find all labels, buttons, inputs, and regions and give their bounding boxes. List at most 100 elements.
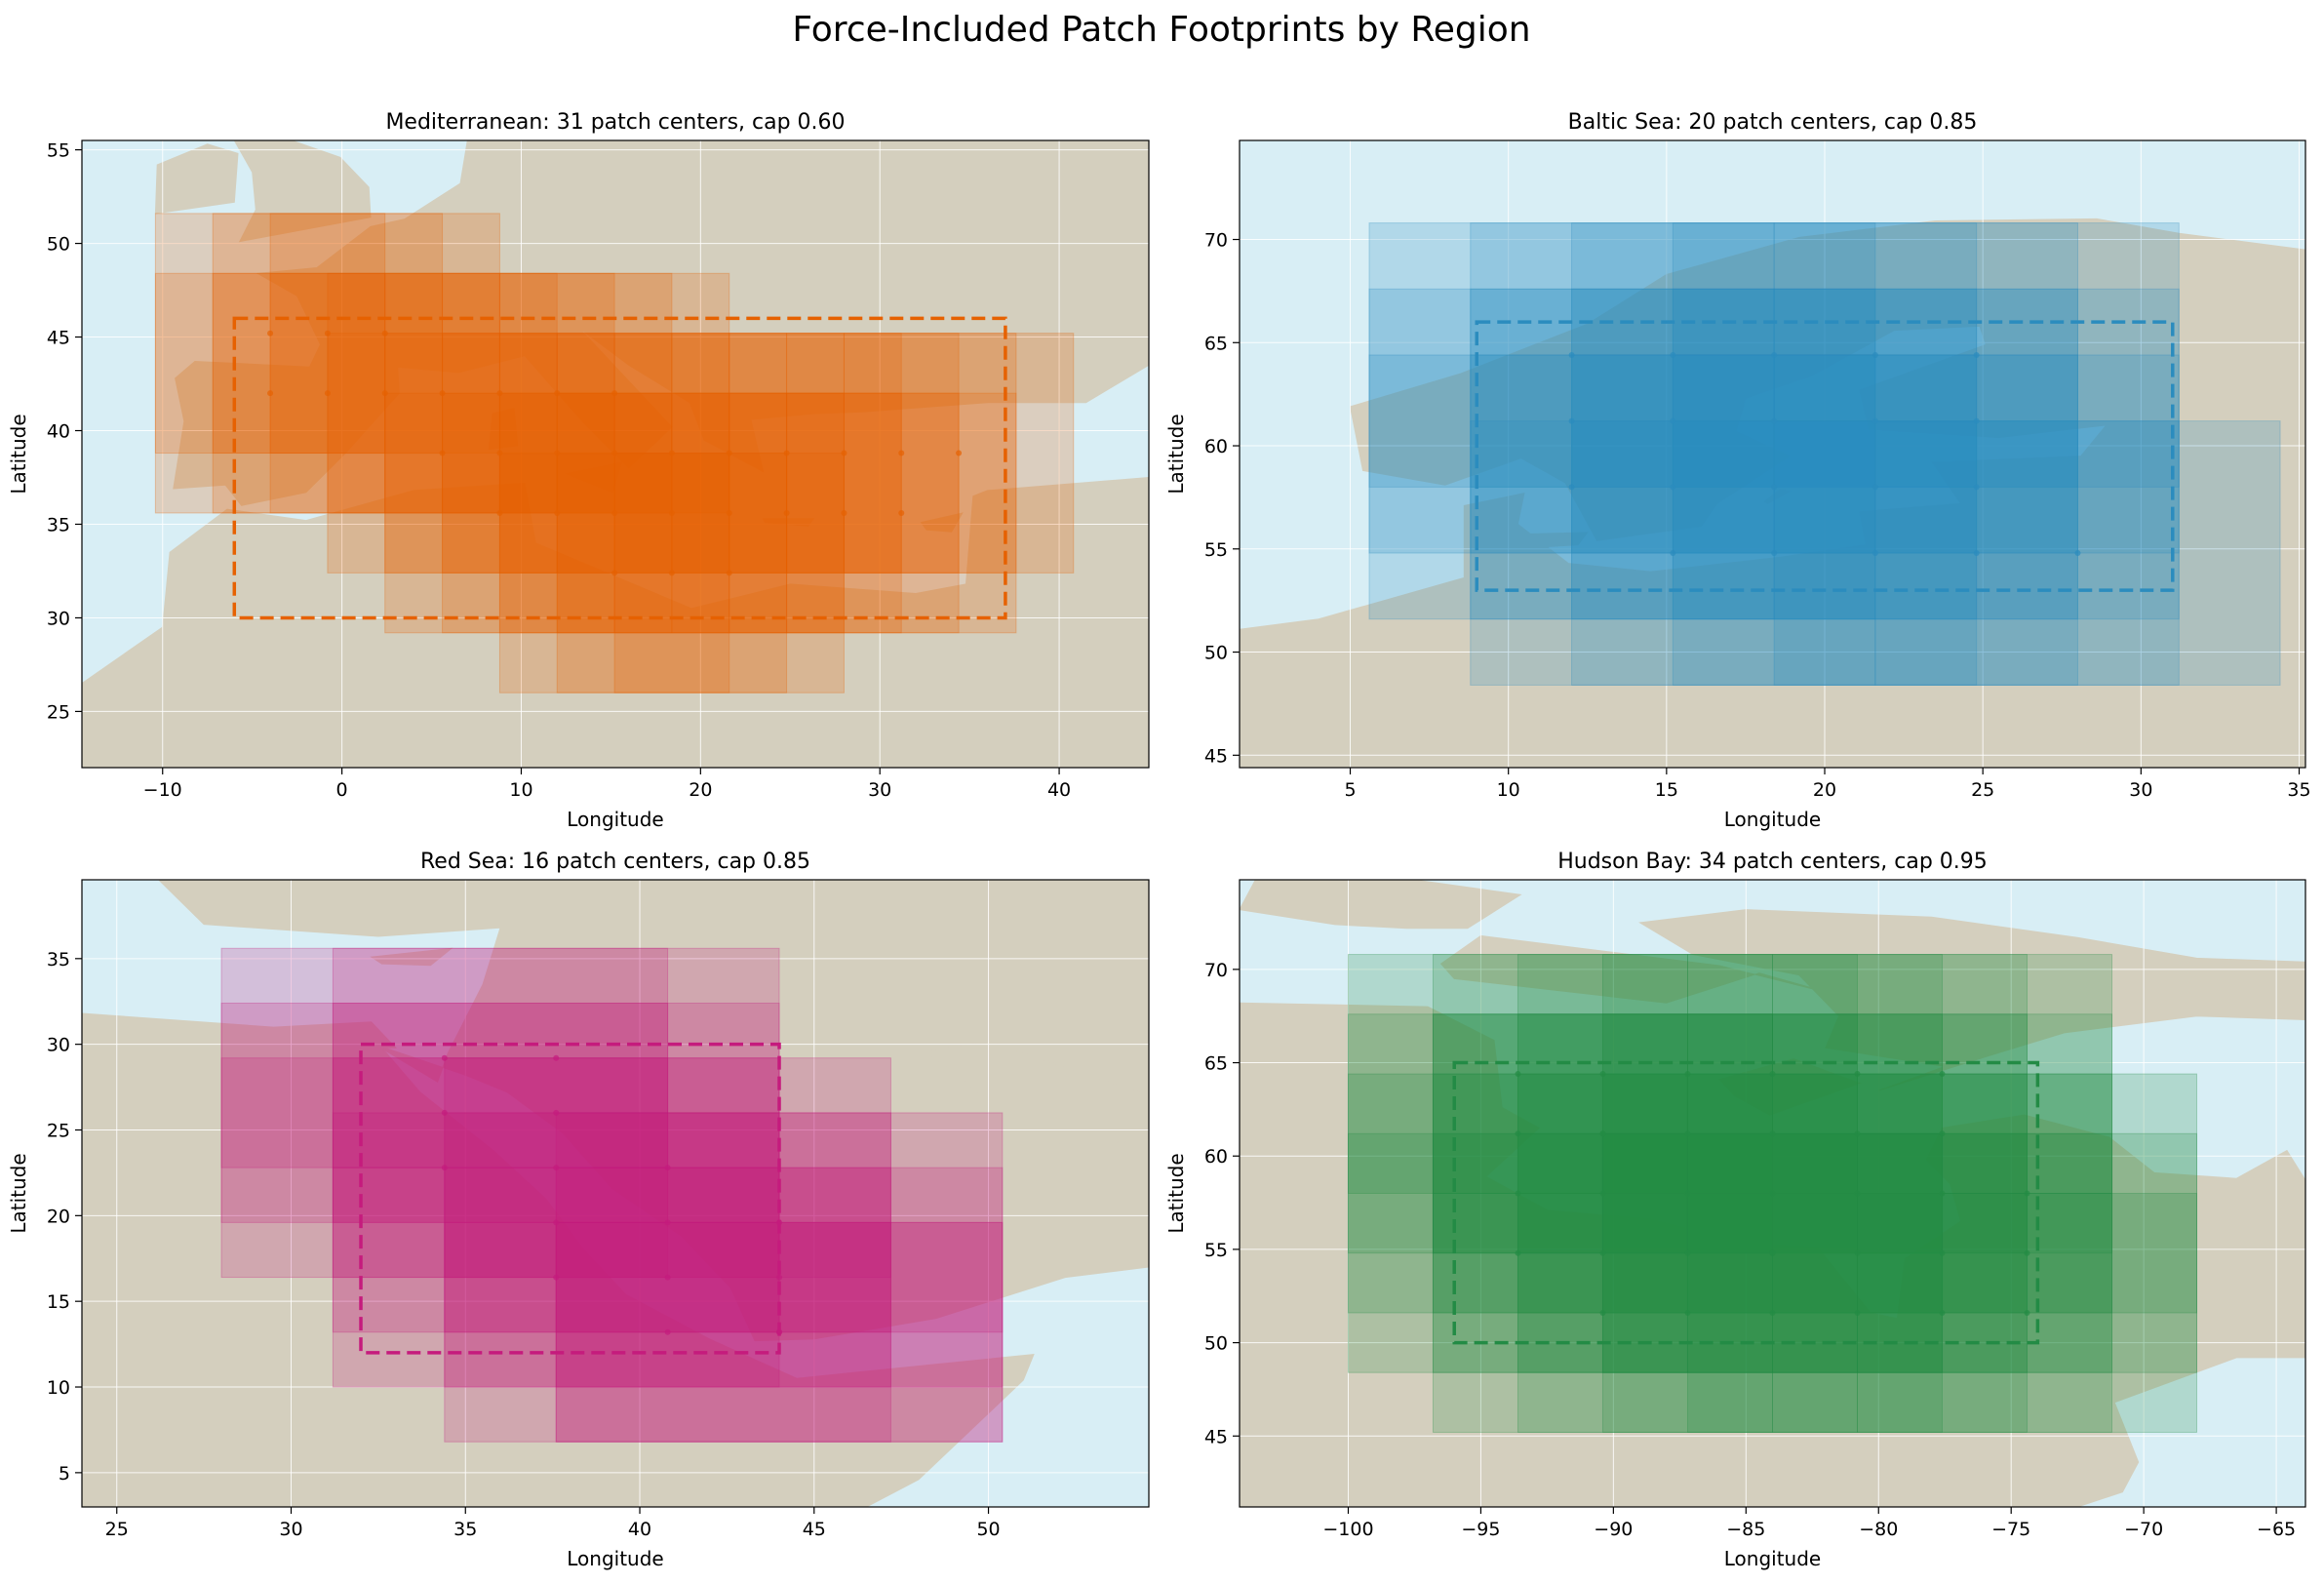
land-mass — [1763, 488, 1792, 504]
patch-center — [776, 1274, 783, 1281]
patch-center — [1684, 1130, 1691, 1137]
y-tick-label: 65 — [1204, 1053, 1228, 1075]
x-tick-label: 10 — [509, 779, 532, 801]
patch-center — [1670, 417, 1676, 424]
patch-center — [1769, 1249, 1776, 1256]
x-tick-label: −85 — [1726, 1519, 1765, 1540]
patch-footprint — [220, 947, 669, 1168]
patch-center — [664, 1328, 671, 1335]
y-tick-label: 45 — [47, 328, 70, 349]
y-tick-label: 50 — [47, 234, 70, 256]
region-box — [1475, 320, 2175, 592]
patch-center — [1973, 550, 1980, 557]
patch-center — [1769, 1309, 1776, 1316]
y-tick-label: 65 — [1204, 333, 1228, 354]
x-tick-label: 25 — [1971, 779, 1994, 801]
patch-center — [664, 1165, 671, 1171]
y-tick-label: 5 — [59, 1463, 70, 1485]
patch-center — [664, 1219, 671, 1226]
patch-center — [441, 1054, 448, 1061]
patch-center — [1769, 1130, 1776, 1137]
patch-center — [1599, 1190, 1606, 1197]
x-tick-label: −10 — [143, 779, 182, 801]
patch-center — [1771, 417, 1778, 424]
patch-center — [1568, 417, 1575, 424]
land-mass — [154, 143, 239, 215]
patch-center — [553, 1054, 560, 1061]
patch-center — [726, 570, 732, 576]
patch-center — [1939, 1071, 1946, 1078]
y-tick-label: 50 — [1204, 643, 1228, 664]
panel-red-sea: 25 30 35 40 45 50 5 10 15 20 25 30 35 Red Sea: 16 pat… — [7, 850, 1150, 1570]
patch-center — [553, 1109, 560, 1116]
land-mass — [173, 140, 1149, 506]
patch-center — [1871, 484, 1878, 491]
patch-center — [1854, 1309, 1861, 1316]
region-box — [359, 1042, 781, 1355]
land-mass — [564, 461, 623, 494]
patch-center — [726, 450, 732, 456]
patch-center — [267, 330, 274, 337]
patch-center — [668, 509, 675, 516]
y-tick-label: 15 — [47, 1291, 70, 1313]
patch-center — [1854, 1249, 1861, 1256]
patch-center — [1515, 1130, 1521, 1137]
patch-center — [554, 509, 561, 516]
patch-center — [956, 450, 963, 456]
x-tick-label: 40 — [628, 1519, 651, 1540]
patch-center — [1670, 351, 1676, 358]
panel-title: Hudson Bay: 34 patch centers, cap 0.95 — [1557, 850, 1988, 874]
x-tick-label: 0 — [336, 779, 348, 801]
panel-title: Mediterranean: 31 patch centers, cap 0.6… — [385, 110, 845, 135]
x-tick-label: 45 — [803, 1519, 826, 1540]
plot-area — [82, 140, 1149, 768]
patch-footprint — [498, 333, 730, 574]
y-tick-label: 50 — [1204, 1333, 1228, 1355]
patch-center — [1599, 1130, 1606, 1137]
plot-area — [1240, 880, 2305, 1507]
patch-center — [553, 1165, 560, 1171]
patch-center — [496, 390, 503, 397]
patch-center — [1973, 351, 1980, 358]
patch-center — [1939, 1190, 1946, 1197]
plot-area — [1240, 140, 2305, 768]
patch-center — [1568, 351, 1575, 358]
patch-center — [783, 450, 790, 456]
y-tick-label: 60 — [1204, 436, 1228, 457]
patch-center — [553, 1274, 560, 1281]
panel-hudson-bay: −100 −95 −90 −85 −80 −75 −70 −65 45 50 55 60 65 70 Hud… — [1164, 850, 2306, 1570]
patch-center — [1670, 484, 1676, 491]
patch-center — [1599, 1309, 1606, 1316]
x-tick-label: 25 — [105, 1519, 129, 1540]
patch-center — [439, 390, 446, 397]
y-tick-label: 60 — [1204, 1146, 1228, 1168]
x-tick-label: 10 — [1497, 779, 1520, 801]
patch-center — [324, 390, 331, 397]
patch-center — [1771, 484, 1778, 491]
patch-center — [841, 509, 847, 516]
x-tick-label: 30 — [2129, 779, 2152, 801]
patch-center — [2074, 550, 2081, 557]
y-tick-label: 35 — [47, 514, 70, 535]
patch-center — [1670, 550, 1676, 557]
patch-center — [439, 450, 446, 456]
patch-center — [1854, 1130, 1861, 1137]
x-tick-label: 20 — [689, 779, 712, 801]
x-tick-label: −90 — [1594, 1519, 1633, 1540]
panel-baltic-sea: 5 10 15 20 25 30 35 45 50 55 60 65 70 Baltic Sea: 20 … — [1164, 110, 2311, 831]
x-axis-label: Longitude — [567, 808, 663, 831]
patch-center — [668, 570, 675, 576]
patch-center — [898, 509, 905, 516]
patch-center — [1684, 1309, 1691, 1316]
patch-center — [2024, 1249, 2030, 1256]
patch-center — [324, 330, 331, 337]
y-axis-label: Latitude — [1164, 1153, 1188, 1233]
patch-center — [1771, 550, 1778, 557]
patch-center — [1515, 1071, 1521, 1078]
patch-center — [2024, 1190, 2030, 1197]
y-axis-label: Latitude — [1164, 414, 1188, 494]
figure-title: Force-Included Patch Footprints by Regio… — [792, 10, 1530, 50]
y-tick-label: 30 — [47, 1035, 70, 1056]
patch-center — [1769, 1190, 1776, 1197]
